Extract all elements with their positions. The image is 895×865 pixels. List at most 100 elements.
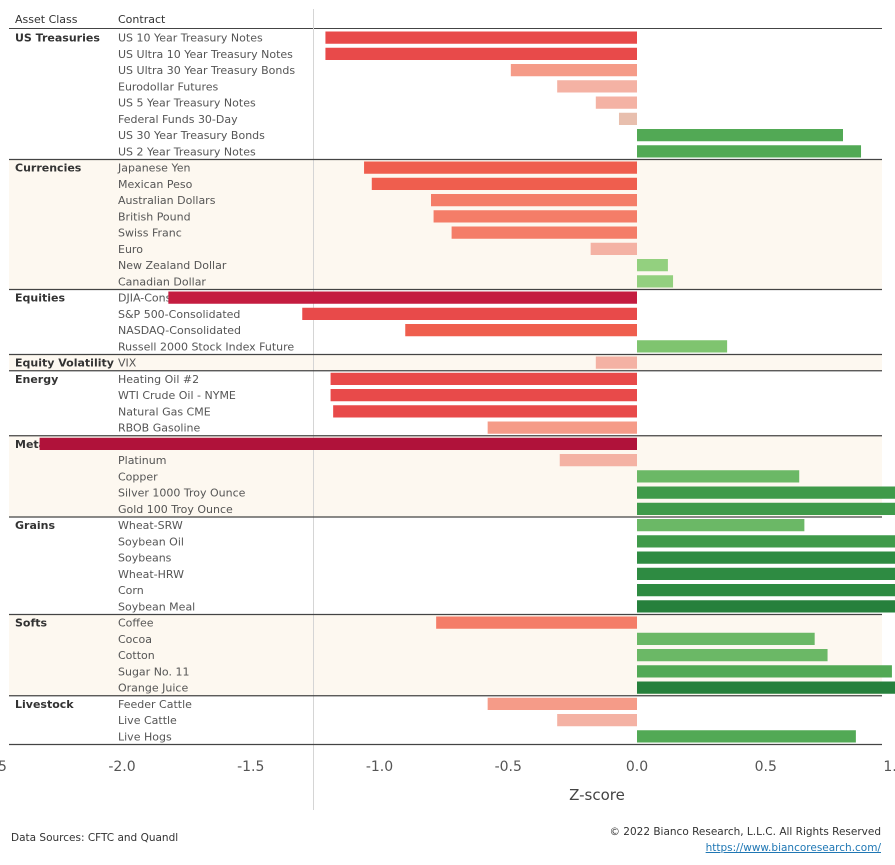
contract-label: Orange Juice (118, 682, 188, 695)
bar (637, 649, 828, 662)
x-axis-title: Z-score (569, 786, 625, 804)
contract-label: NASDAQ-Consolidated (118, 324, 241, 337)
bar (618, 112, 637, 125)
x-tick-label: -0.5 (495, 759, 522, 775)
contract-label: Coffee (118, 617, 154, 630)
bar (637, 551, 895, 564)
bar (637, 519, 805, 532)
contract-label: WTI Crude Oil - NYME (118, 389, 236, 402)
x-tick-label: 0.0 (626, 759, 648, 775)
contract-label: Wheat-SRW (118, 519, 183, 532)
asset-class-header: Asset Class (15, 13, 78, 26)
contract-label: Russell 2000 Stock Index Future (118, 340, 294, 353)
bar (637, 275, 674, 288)
x-tick-label: 1.0 (883, 759, 895, 775)
contract-label: Euro (118, 243, 143, 256)
contract-label: Soybeans (118, 552, 172, 565)
bar (637, 486, 895, 499)
contract-label: Natural Gas CME (118, 405, 211, 418)
bar (557, 80, 637, 93)
bar (487, 697, 637, 710)
contract-label: Feeder Cattle (118, 698, 192, 711)
contract-label: Cocoa (118, 633, 152, 646)
website-link[interactable]: https://www.biancoresearch.com/ (705, 842, 881, 854)
contract-label: US 10 Year Treasury Notes (118, 32, 263, 45)
bar (487, 421, 637, 434)
bar (510, 64, 637, 77)
contract-label: Cotton (118, 649, 155, 662)
bar (559, 454, 637, 467)
data-sources-note: Data Sources: CFTC and Quandl (11, 832, 179, 844)
contract-label: Sugar No. 11 (118, 665, 189, 678)
contract-label: Silver 1000 Troy Ounce (118, 487, 246, 500)
bar (637, 470, 800, 483)
bar (405, 324, 637, 337)
bar (302, 307, 637, 320)
bar (637, 340, 728, 353)
asset-class-label: Grains (15, 519, 55, 532)
bar (557, 714, 637, 727)
contract-label: US 30 Year Treasury Bonds (118, 129, 265, 142)
contract-label: Eurodollar Futures (118, 80, 219, 93)
contract-label: British Pound (118, 210, 191, 223)
contract-label: RBOB Gasoline (118, 422, 201, 435)
contract-label: Australian Dollars (118, 194, 216, 207)
contract-label: US Ultra 10 Year Treasury Notes (118, 48, 293, 61)
bar (637, 681, 895, 694)
contract-label: Japanese Yen (117, 162, 190, 175)
contract-label: Heating Oil #2 (118, 373, 199, 386)
copyright-text: © 2022 Bianco Research, L.L.C. All Right… (609, 826, 881, 838)
contract-label: S&P 500-Consolidated (118, 308, 240, 321)
bar (325, 47, 637, 60)
contract-label: US 5 Year Treasury Notes (118, 97, 256, 110)
contract-label: US Ultra 30 Year Treasury Bonds (118, 64, 295, 77)
bar (330, 372, 637, 385)
asset-class-label: US Treasuries (15, 32, 100, 45)
contract-label: Canadian Dollar (118, 275, 206, 288)
contract-label: Soybean Oil (118, 535, 184, 548)
bar (595, 96, 637, 109)
contract-header: Contract (118, 13, 166, 26)
bar (436, 616, 637, 629)
contract-label: Swiss Franc (118, 227, 182, 240)
asset-class-label: Currencies (15, 162, 82, 175)
bar (637, 730, 856, 743)
contract-label: Copper (118, 470, 158, 483)
contract-label: Wheat-HRW (118, 568, 184, 581)
group-band (9, 354, 882, 371)
bar (637, 632, 815, 645)
bar (333, 405, 637, 418)
bar (595, 356, 637, 369)
x-tick-label: -2.0 (108, 759, 135, 775)
bar (168, 291, 637, 304)
contract-label: Mexican Peso (118, 178, 193, 191)
contract-label: Soybean Meal (118, 600, 195, 613)
asset-class-label: Equity Volatility (15, 357, 114, 370)
bar (637, 129, 843, 142)
x-tick-label: 0.5 (755, 759, 777, 775)
x-tick-label: -1.0 (366, 759, 393, 775)
bar (39, 437, 638, 450)
asset-class-label: Equities (15, 292, 65, 305)
bar (637, 600, 895, 613)
bar (637, 502, 895, 515)
contract-label: US 2 Year Treasury Notes (118, 145, 256, 158)
bar (371, 177, 637, 190)
bar (433, 210, 637, 223)
bar (637, 259, 668, 272)
bar (637, 665, 892, 678)
bar (325, 31, 637, 44)
bar (637, 567, 895, 580)
bar (431, 194, 637, 207)
bar (637, 584, 895, 597)
asset-class-label: Energy (15, 373, 58, 386)
contract-label: Gold 100 Troy Ounce (118, 503, 233, 516)
bar (637, 535, 895, 548)
contract-label: Federal Funds 30-Day (118, 113, 238, 126)
bar (590, 242, 637, 255)
bar (364, 161, 637, 174)
bar (330, 389, 637, 402)
contract-label: VIX (118, 357, 137, 370)
contract-label: Corn (118, 584, 144, 597)
